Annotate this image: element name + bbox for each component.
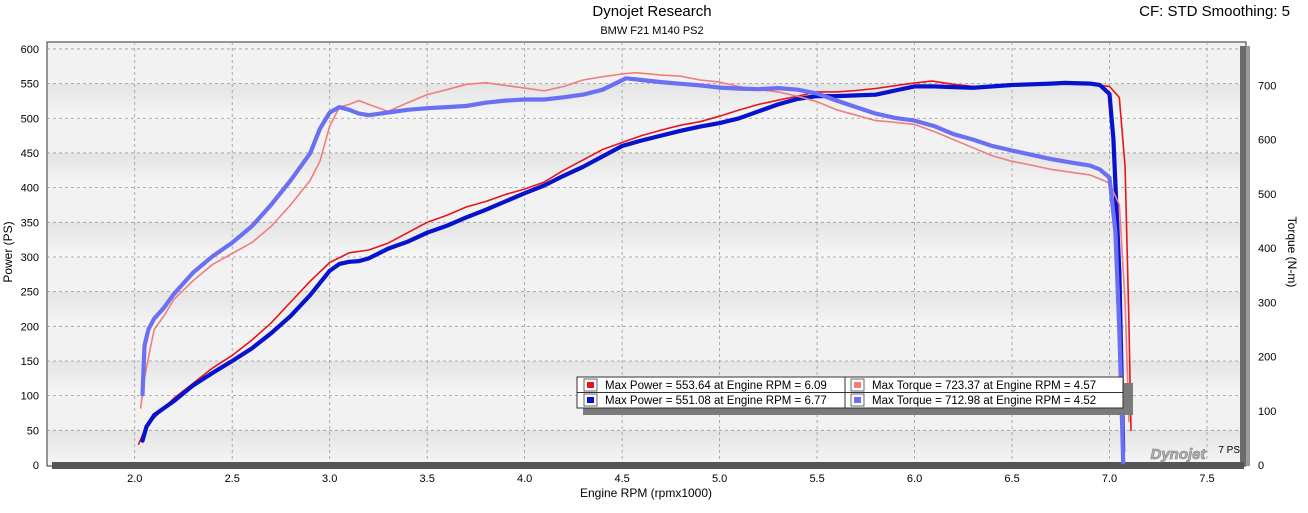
series-line-2 [140, 80, 1126, 454]
y-tick-label: 400 [21, 183, 39, 195]
legend: Max Power = 553.64 at Engine RPM = 6.09 M… [576, 376, 1133, 415]
y-tick-label: 550 [21, 79, 39, 91]
y-tick-label: 200 [21, 321, 39, 333]
legend-entry-3: Max Torque = 723.37 at Engine RPM = 4.57 [872, 380, 1096, 392]
y-tick-label: 100 [21, 391, 39, 403]
correction-factor-label: CF: STD Smoothing: 5 [1139, 3, 1290, 20]
y-tick-label: 50 [27, 425, 39, 437]
y2-tick-label: 500 [1258, 189, 1276, 201]
y2-tick-label: 100 [1258, 406, 1276, 418]
legend-swatch [587, 397, 594, 403]
y2-axis-label: Torque (N-m) [1285, 217, 1299, 288]
y2-tick-label: 300 [1258, 297, 1276, 309]
y-tick-label: 0 [33, 460, 39, 472]
legend-entry-2: Max Power = 551.08 at Engine RPM = 6.77 [605, 395, 827, 407]
grid-band [48, 222, 1245, 257]
y2-tick-label: 0 [1258, 460, 1264, 472]
x-tick-label: 2.0 [127, 473, 142, 485]
x-tick-label: 3.5 [420, 473, 435, 485]
x-axis-label: Engine RPM (rpmx1000) [580, 486, 712, 500]
series-line-4 [140, 76, 1126, 465]
legend-entry-4: Max Torque = 712.98 at Engine RPM = 4.52 [872, 395, 1096, 407]
grid-band [48, 83, 1245, 119]
x-tick-label: 6.0 [907, 473, 922, 485]
y-tick-label: 600 [21, 44, 39, 56]
y-tick-label: 300 [21, 252, 39, 264]
x-tick-label: 6.5 [1004, 473, 1019, 485]
series-line-3 [139, 71, 1130, 423]
y2-tick-label: 400 [1258, 243, 1276, 255]
legend-swatch [854, 397, 861, 403]
bottom-axis-strip [52, 462, 1244, 469]
x-tick-label: 4.5 [614, 473, 629, 485]
x-tick-label: 3.0 [322, 473, 337, 485]
x-tick-label: 2.5 [225, 473, 240, 485]
legend-swatch [587, 382, 594, 388]
grid-band [48, 430, 1245, 465]
chart-subtitle: BMW F21 M140 PS2 [600, 25, 703, 37]
y-tick-label: 150 [21, 356, 39, 368]
y-tick-label: 250 [21, 287, 39, 299]
grid-band [48, 291, 1245, 327]
corner-label: 7 PS [1218, 445, 1240, 456]
x-tick-label: 7.5 [1199, 473, 1214, 485]
x-tick-label: 4.0 [517, 473, 532, 485]
x-tick-label: 7.0 [1102, 473, 1117, 485]
x-tick-label: 5.5 [809, 473, 824, 485]
right-axis-rail [1240, 46, 1248, 466]
y2-tick-label: 200 [1258, 352, 1276, 364]
y2-tick-label: 600 [1258, 135, 1276, 147]
y2-tick-label: 700 [1258, 80, 1276, 92]
legend-swatch [854, 382, 861, 388]
right-axis-rail-shade [1246, 46, 1250, 466]
x-tick-label: 5.0 [712, 473, 727, 485]
y-tick-label: 500 [21, 113, 39, 125]
grid-band [48, 152, 1245, 188]
dynojet-watermark: Dynojet [1150, 446, 1206, 463]
y-axis-label: Power (PS) [1, 221, 15, 282]
y-tick-label: 350 [21, 217, 39, 229]
chart-title: Dynojet Research [592, 3, 711, 20]
legend-entry-1: Max Power = 553.64 at Engine RPM = 6.09 [605, 380, 827, 392]
y-tick-label: 450 [21, 148, 39, 160]
